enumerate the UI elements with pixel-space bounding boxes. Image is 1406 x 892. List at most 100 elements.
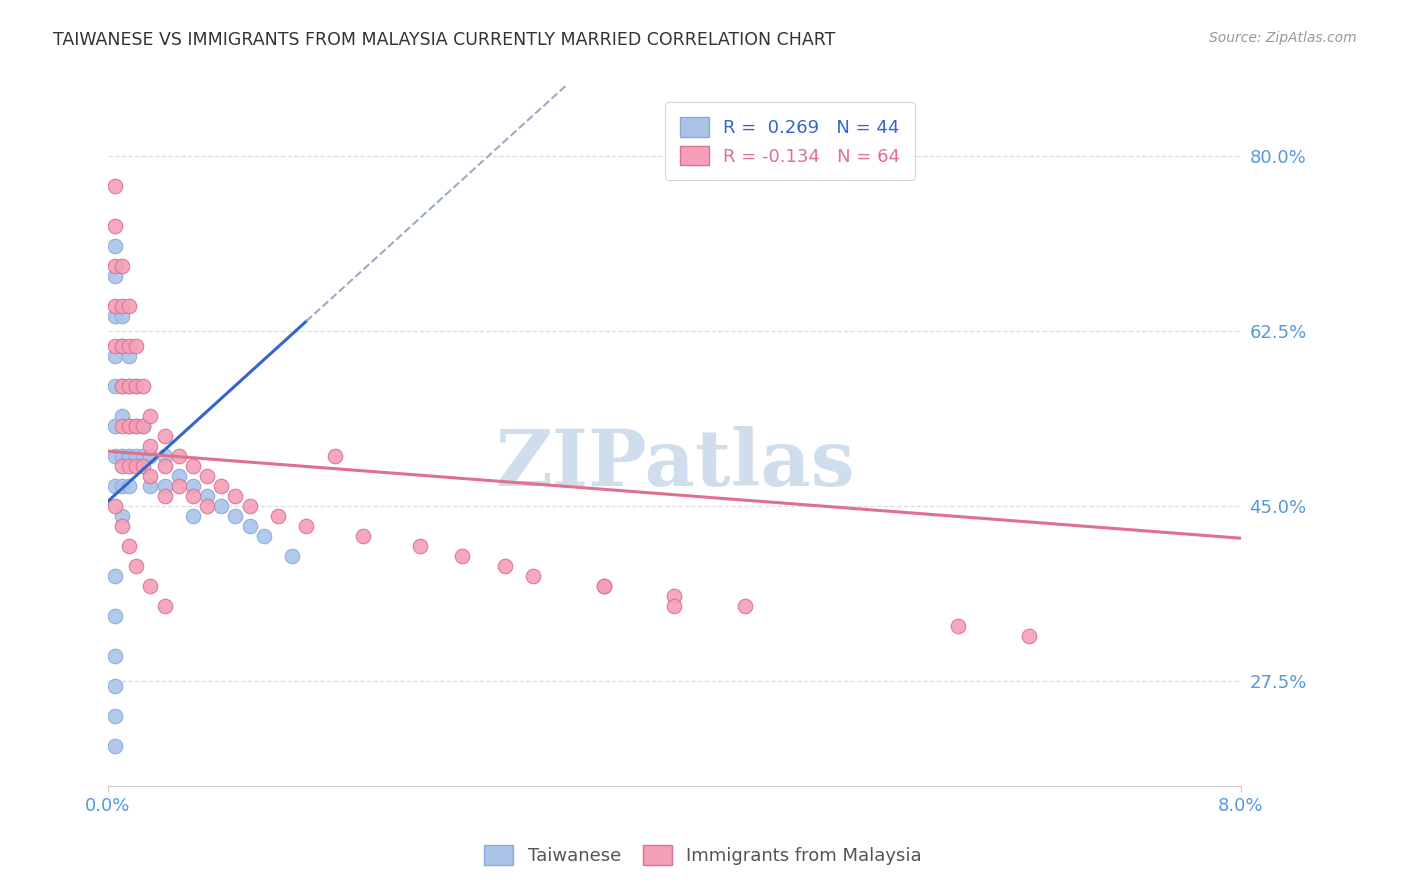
Point: [239, 519, 262, 533]
Point: [253, 529, 276, 543]
Point: [153, 479, 176, 493]
Point: [494, 559, 516, 574]
Text: Source: ZipAtlas.com: Source: ZipAtlas.com: [1209, 31, 1357, 45]
Point: [664, 589, 686, 603]
Point: [118, 479, 141, 493]
Point: [209, 479, 232, 493]
Point: [125, 379, 148, 393]
Point: [181, 459, 204, 474]
Point: [104, 239, 127, 253]
Point: [181, 479, 204, 493]
Point: [118, 379, 141, 393]
Point: [104, 299, 127, 313]
Point: [132, 459, 155, 474]
Point: [111, 379, 134, 393]
Point: [132, 379, 155, 393]
Point: [323, 449, 346, 463]
Point: [104, 709, 127, 723]
Point: [104, 569, 127, 583]
Text: TAIWANESE VS IMMIGRANTS FROM MALAYSIA CURRENTLY MARRIED CORRELATION CHART: TAIWANESE VS IMMIGRANTS FROM MALAYSIA CU…: [53, 31, 835, 49]
Point: [139, 449, 162, 463]
Point: [104, 379, 127, 393]
Point: [111, 419, 134, 434]
Point: [104, 419, 127, 434]
Point: [104, 219, 127, 234]
Point: [118, 539, 141, 553]
Point: [195, 489, 218, 503]
Point: [1018, 629, 1040, 643]
Point: [167, 449, 190, 463]
Point: [104, 179, 127, 194]
Point: [118, 419, 141, 434]
Point: [224, 509, 246, 524]
Point: [946, 619, 969, 633]
Point: [104, 449, 127, 463]
Point: [181, 509, 204, 524]
Point: [139, 409, 162, 424]
Point: [111, 310, 134, 324]
Point: [139, 579, 162, 593]
Point: [281, 549, 304, 564]
Point: [209, 500, 232, 514]
Point: [118, 449, 141, 463]
Point: [267, 509, 290, 524]
Point: [104, 679, 127, 693]
Point: [125, 419, 148, 434]
Point: [118, 339, 141, 353]
Point: [111, 299, 134, 313]
Point: [104, 339, 127, 353]
Point: [181, 489, 204, 503]
Point: [111, 519, 134, 533]
Point: [104, 269, 127, 284]
Point: [118, 419, 141, 434]
Point: [118, 349, 141, 363]
Point: [104, 479, 127, 493]
Point: [195, 469, 218, 483]
Point: [352, 529, 374, 543]
Point: [111, 479, 134, 493]
Point: [153, 599, 176, 614]
Point: [139, 469, 162, 483]
Point: [111, 379, 134, 393]
Point: [153, 489, 176, 503]
Point: [125, 449, 148, 463]
Point: [132, 449, 155, 463]
Legend: R =  0.269   N = 44, R = -0.134   N = 64: R = 0.269 N = 44, R = -0.134 N = 64: [665, 103, 915, 180]
Point: [118, 459, 141, 474]
Point: [451, 549, 474, 564]
Point: [125, 339, 148, 353]
Point: [111, 339, 134, 353]
Point: [125, 459, 148, 474]
Point: [104, 609, 127, 624]
Point: [734, 599, 756, 614]
Point: [104, 739, 127, 753]
Point: [125, 419, 148, 434]
Point: [104, 349, 127, 363]
Point: [195, 500, 218, 514]
Point: [592, 579, 614, 593]
Point: [125, 379, 148, 393]
Point: [295, 519, 318, 533]
Point: [153, 459, 176, 474]
Point: [125, 559, 148, 574]
Point: [132, 419, 155, 434]
Point: [224, 489, 246, 503]
Point: [111, 260, 134, 274]
Legend: Taiwanese, Immigrants from Malaysia: Taiwanese, Immigrants from Malaysia: [477, 838, 929, 872]
Point: [132, 419, 155, 434]
Point: [104, 310, 127, 324]
Point: [664, 599, 686, 614]
Point: [239, 500, 262, 514]
Point: [111, 509, 134, 524]
Point: [167, 479, 190, 493]
Point: [522, 569, 544, 583]
Point: [153, 429, 176, 443]
Point: [111, 449, 134, 463]
Point: [592, 579, 614, 593]
Point: [111, 459, 134, 474]
Point: [408, 539, 430, 553]
Point: [139, 439, 162, 453]
Point: [118, 299, 141, 313]
Point: [111, 409, 134, 424]
Point: [153, 449, 176, 463]
